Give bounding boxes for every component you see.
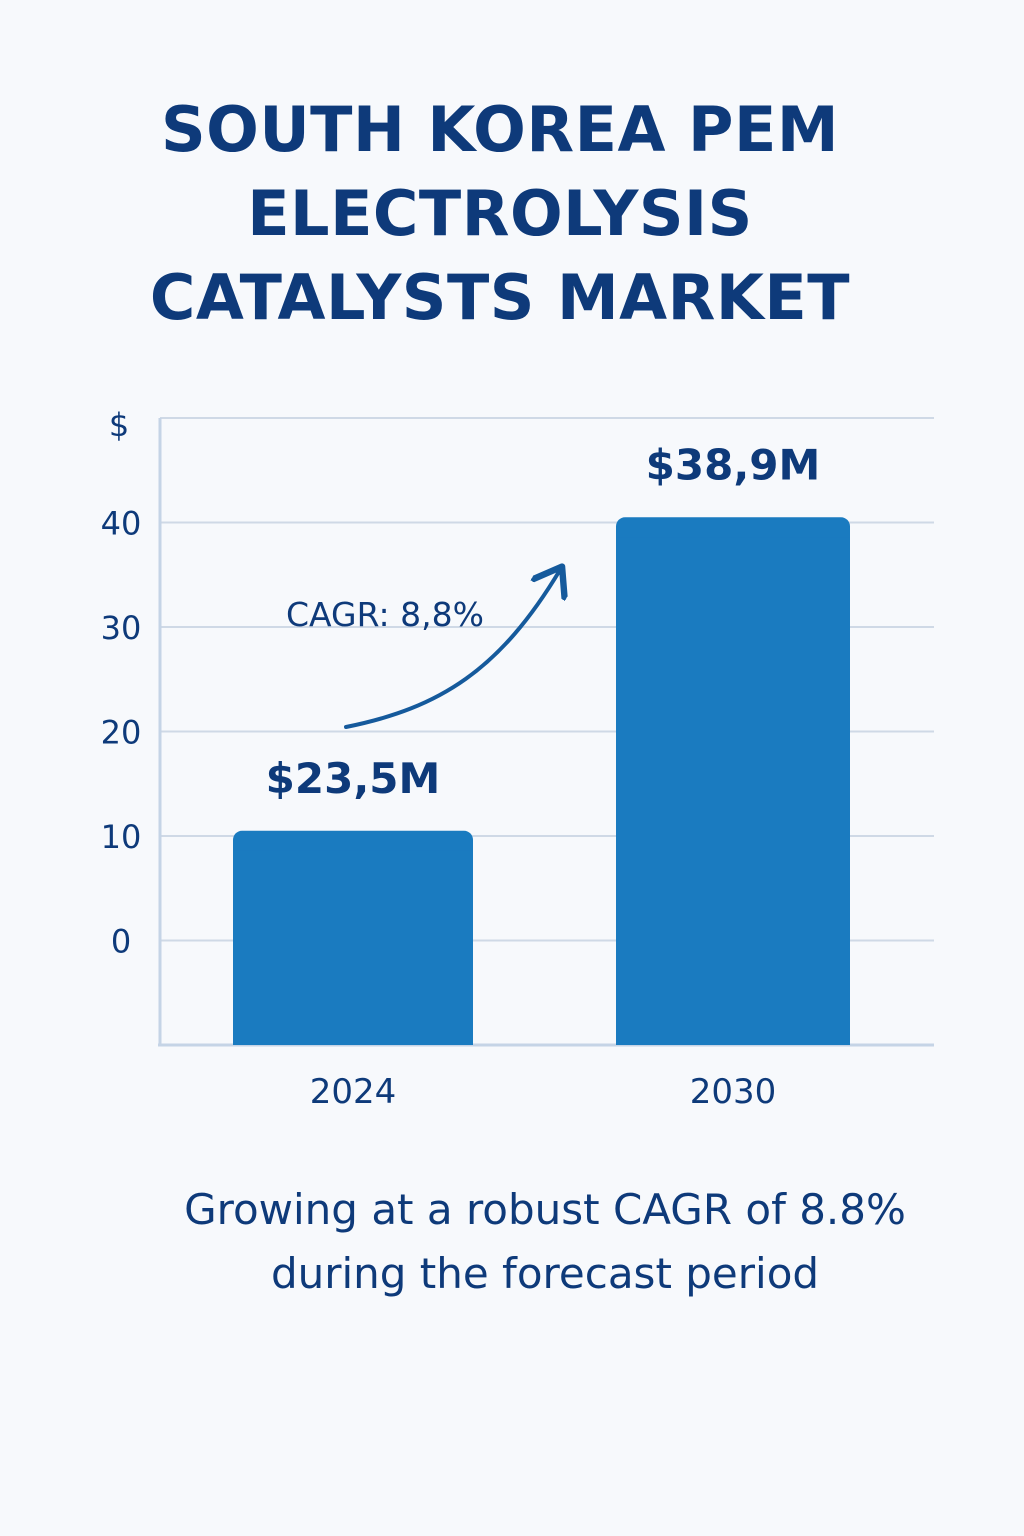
y-tick-labels: 0 10 20 30 40	[101, 505, 142, 961]
x-tick-label: 2030	[690, 1072, 777, 1112]
y-tick-label: 20	[101, 714, 142, 752]
x-tick-labels: 2024 2030	[310, 1072, 777, 1112]
title-line-3: CATALYSTS MARKET	[149, 261, 851, 334]
title-line-1: SOUTH KOREA PEM	[160, 93, 840, 166]
cagr-arrow	[344, 570, 560, 729]
value-label: $23,5M	[266, 754, 441, 803]
chart-title: SOUTH KOREA PEM ELECTROLYSIS CATALYSTS M…	[60, 88, 940, 340]
value-label: $38,9M	[646, 440, 821, 489]
cagr-annotation: CAGR: 8,8%	[286, 595, 484, 634]
value-labels: $23,5M $38,9M	[266, 440, 821, 803]
bar-2024-base	[233, 850, 473, 1045]
y-tick-label: 0	[111, 923, 131, 961]
caption: Growing at a robust CAGR of 8.8% during …	[100, 1178, 990, 1306]
bar-2030-base	[616, 537, 850, 1045]
x-tick-label: 2024	[310, 1072, 397, 1112]
caption-line-2: during the forecast period	[270, 1249, 820, 1298]
y-axis-label: $	[109, 406, 129, 444]
bars	[233, 517, 850, 1045]
title-line-2: ELECTROLYSIS	[247, 177, 753, 250]
caption-line-1: Growing at a robust CAGR of 8.8%	[184, 1185, 906, 1234]
y-tick-label: 10	[101, 818, 142, 856]
y-tick-label: 30	[101, 609, 142, 647]
y-tick-label: 40	[101, 505, 142, 543]
